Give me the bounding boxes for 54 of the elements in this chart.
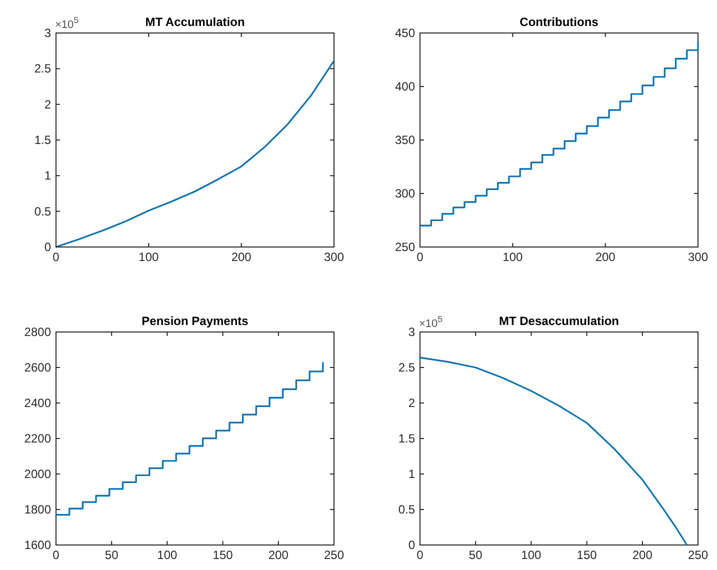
y-tick-label: 1600	[24, 538, 52, 552]
text: ×10$^{5}$	[55, 15, 79, 31]
y-tick-label: 2000	[24, 467, 52, 481]
x-tick-label: 100	[502, 250, 523, 264]
x-tick-label: 100	[521, 548, 542, 562]
y-tick-label: 450	[394, 26, 416, 40]
chart-title: MT Desaccumulation	[498, 314, 620, 328]
x-tick-label: 200	[268, 548, 289, 562]
x-tick-label: 150	[576, 548, 598, 562]
y-tick-label: 0	[44, 240, 52, 254]
y-tick-label: 2800	[24, 325, 52, 339]
y-tick-label: 2600	[24, 360, 52, 374]
x-tick-label: 250	[688, 548, 708, 562]
y-tick-label: 250	[394, 240, 416, 254]
y-tick-label: 1	[44, 168, 52, 183]
y-tick-label: 3	[408, 325, 416, 339]
x-tick-label: 50	[468, 548, 483, 562]
x-tick-label: 100	[157, 548, 178, 562]
y-tick-label: 0.5	[398, 502, 416, 516]
x-tick-label: 150	[212, 548, 234, 562]
chart-title: Pension Payments	[142, 314, 249, 328]
y-tick-label: 0.5	[34, 204, 52, 218]
x-tick-label: 200	[231, 250, 252, 264]
text: ×10$^{5}$	[419, 314, 443, 330]
x-tick-label: 0	[416, 548, 424, 562]
y-tick-label: 2.5	[34, 62, 52, 76]
y-tick-label: 1	[408, 467, 416, 481]
y-tick-label: 2	[44, 97, 52, 112]
y-tick-label: 350	[394, 133, 416, 147]
x-tick-label: 300	[688, 250, 708, 264]
y-tick-label: 300	[394, 186, 416, 200]
x-tick-label: 50	[104, 548, 119, 562]
y-tick-label: 2	[408, 396, 416, 410]
chart-title: MT Accumulation	[145, 15, 245, 29]
x-tick-label: 250	[324, 548, 344, 562]
line-series	[419, 356, 688, 546]
y-tick-label: 1800	[24, 502, 52, 516]
x-tick-label: 0	[416, 250, 424, 264]
y-tick-label: 2.5	[398, 360, 416, 374]
x-tick-label: 100	[138, 250, 159, 264]
y-tick-label: 2200	[24, 432, 52, 446]
x-tick-label: 0	[52, 250, 60, 264]
y-tick-label: 0	[408, 538, 416, 552]
x-tick-label: 200	[595, 250, 616, 264]
x-tick-label: 200	[632, 548, 653, 562]
y-tick-label: 1.5	[398, 432, 416, 446]
y-tick-label: 3	[44, 26, 52, 40]
line-series	[55, 60, 335, 248]
x-tick-label: 0	[52, 548, 60, 562]
x-tick-label: 300	[324, 250, 344, 264]
y-tick-label: 400	[394, 80, 416, 94]
y-tick-label: 1.5	[34, 133, 52, 147]
chart-title: Contributions	[520, 15, 599, 29]
y-tick-label: 2400	[24, 396, 52, 410]
